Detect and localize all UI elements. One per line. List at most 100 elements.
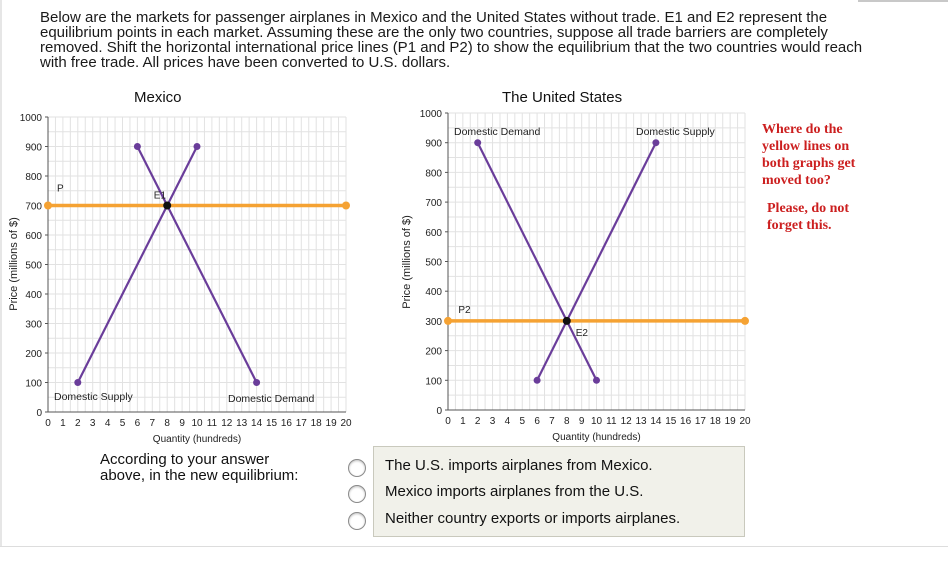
us-y-tick-label: 900 (425, 139, 442, 150)
mx-y-tick-label: 400 (25, 290, 42, 301)
us-x-tick-label: 10 (591, 416, 603, 427)
note-line-3: both graphs get (762, 156, 856, 171)
us-y-tick-label: 300 (425, 317, 442, 328)
top-bar-segment (858, 0, 948, 2)
us-y-axis-label: Price (millions of $) (401, 215, 413, 309)
answer-option-3[interactable]: Neither country exports or imports airpl… (0, 508, 680, 532)
mx-y-tick-label: 700 (25, 202, 42, 213)
question-line-2: above, in the new equilibrium: (100, 467, 299, 484)
mx-x-tick-label: 17 (296, 418, 308, 429)
answer-label[interactable]: Mexico imports airplanes from the U.S. (385, 483, 644, 500)
answers-box (373, 446, 745, 537)
mx-p-line-endpoint[interactable] (44, 201, 52, 210)
mx-y-tick-label: 1000 (20, 113, 43, 124)
us-x-tick-label: 16 (680, 416, 692, 427)
answer-option-2[interactable]: Mexico imports airplanes from the U.S. (0, 481, 643, 505)
us-x-tick-label: 7 (549, 416, 555, 427)
mx-y-tick-label: 300 (25, 320, 42, 331)
mx-y-tick-label: 900 (25, 143, 42, 154)
mx-x-tick-label: 16 (281, 418, 293, 429)
us-x-tick-label: 15 (665, 416, 677, 427)
left-rule (0, 0, 2, 547)
mx-supply-label: Domestic Supply (54, 391, 134, 403)
us-demand-label: Domestic Demand (454, 126, 541, 138)
answer-option-1[interactable]: The U.S. imports airplanes from Mexico. (0, 455, 653, 479)
answer-label[interactable]: The U.S. imports airplanes from Mexico. (385, 457, 653, 474)
mx-domestic-demand-line-endpoint (253, 379, 261, 386)
mexico-graph-title: Mexico (134, 89, 182, 106)
mx-x-tick-label: 12 (221, 418, 233, 429)
note-line-1: Where do the (762, 122, 843, 137)
us-x-tick-label: 18 (710, 416, 722, 427)
mx-x-tick-label: 11 (207, 418, 218, 429)
mx-price-label: P (57, 184, 64, 195)
us-p2-line-endpoint[interactable] (444, 316, 452, 325)
us-graph-title: The United States (502, 89, 623, 106)
us-y-tick-label: 200 (425, 347, 442, 358)
us-x-tick-label: 6 (534, 416, 540, 427)
mx-x-tick-label: 2 (75, 418, 81, 429)
radio-button[interactable] (348, 459, 366, 477)
mx-domestic-supply-line-endpoint (193, 143, 201, 150)
mx-y-tick-label: 200 (25, 349, 42, 360)
mx-x-tick-label: 15 (266, 418, 278, 429)
mx-domestic-demand-line-endpoint (133, 143, 141, 150)
mx-p-line-endpoint[interactable] (342, 201, 350, 210)
note-line-4: moved too? (762, 173, 831, 188)
answer-label[interactable]: Neither country exports or imports airpl… (385, 510, 681, 527)
us-y-tick-label: 600 (425, 228, 442, 239)
us-equilibrium-label: E2 (576, 328, 589, 339)
us-domestic-supply-line-endpoint (533, 376, 541, 384)
us-x-tick-label: 8 (564, 416, 570, 427)
mx-x-tick-label: 3 (90, 418, 96, 429)
instructions-text: Below are the markets for passenger airp… (40, 9, 863, 71)
radio-button[interactable] (348, 485, 366, 503)
us-price-label: P2 (458, 305, 471, 316)
us-x-tick-label: 0 (445, 416, 451, 427)
us-p2-line-endpoint[interactable] (741, 316, 749, 325)
us-domestic-supply-line (536, 142, 657, 381)
mx-x-tick-label: 0 (45, 418, 51, 429)
mx-domestic-supply-line-endpoint (74, 379, 82, 386)
mx-x-tick-label: 19 (326, 418, 338, 429)
us-x-tick-label: 3 (490, 416, 496, 427)
radio-button[interactable] (348, 512, 366, 530)
us-domestic-supply-line-endpoint (652, 139, 660, 147)
us-x-tick-label: 2 (475, 416, 481, 427)
mx-y-axis-label: Price (millions of $) (8, 217, 20, 311)
mx-x-tick-label: 14 (251, 418, 263, 429)
mx-y-tick-label: 500 (25, 261, 42, 272)
us-y-tick-label: 400 (425, 287, 442, 298)
us-x-tick-label: 5 (519, 416, 525, 427)
mx-x-tick-label: 7 (150, 418, 156, 429)
us-y-tick-label: 0 (436, 406, 442, 417)
note-line-5: Please, do not (767, 201, 850, 216)
us-x-tick-label: 17 (695, 416, 707, 427)
us-y-tick-label: 800 (425, 168, 442, 179)
us-x-tick-label: 12 (621, 416, 633, 427)
mx-demand-label: Domestic Demand (228, 393, 315, 405)
mx-x-tick-label: 10 (191, 418, 203, 429)
mx-x-tick-label: 4 (105, 418, 111, 429)
us-x-tick-label: 19 (725, 416, 737, 427)
mx-x-tick-label: 5 (120, 418, 126, 429)
mx-x-tick-label: 20 (340, 418, 352, 429)
mx-x-tick-label: 9 (179, 418, 185, 429)
us-x-tick-label: 9 (579, 416, 585, 427)
note-line-6: forget this. (767, 218, 832, 233)
mx-x-axis-label: Quantity (hundreds) (153, 434, 241, 445)
us-x-tick-label: 14 (650, 416, 662, 427)
us-y-tick-label: 700 (425, 198, 442, 209)
mx-y-tick-label: 0 (36, 408, 42, 419)
mx-y-tick-label: 100 (25, 379, 42, 390)
us-y-tick-label: 100 (425, 376, 442, 387)
us-domestic-demand-line-endpoint (593, 376, 600, 384)
question-text: According to your answer above, in the n… (100, 452, 298, 484)
question-line-1: According to your answer (100, 451, 270, 468)
top-bar (0, 0, 948, 4)
note-line-2: yellow lines on (762, 139, 850, 154)
us-domestic-demand-line (476, 142, 598, 381)
bottom-rule (0, 546, 948, 547)
mx-x-tick-label: 8 (164, 418, 170, 429)
us-domestic-demand-line-endpoint (474, 139, 482, 147)
